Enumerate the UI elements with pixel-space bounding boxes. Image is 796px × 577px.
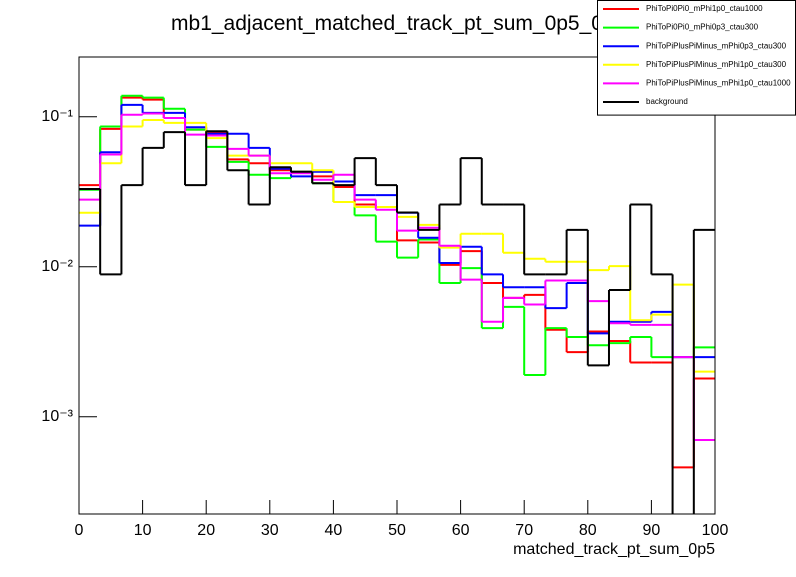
x-tick-label: 10 — [134, 522, 152, 539]
chart-title: mb1_adjacent_matched_track_pt_sum_0p5_0 — [171, 12, 603, 35]
x-tick-label: 60 — [452, 522, 470, 539]
y-tick-label: 10⁻³ — [41, 408, 73, 425]
legend-label: PhiToPiPlusPiMinus_mPhi1p0_ctau1000 — [646, 79, 791, 88]
x-tick-label: 0 — [75, 522, 84, 539]
legend: PhiToPi0Pi0_mPhi1p0_ctau1000 PhiToPi0Pi0_… — [597, 0, 796, 116]
series — [79, 130, 715, 514]
y-tick-label: 10⁻² — [41, 258, 73, 275]
series — [79, 112, 715, 442]
x-tick-label: 50 — [388, 522, 406, 539]
x-tick-label: 100 — [702, 522, 729, 539]
legend-label: PhiToPi0Pi0_mPhi1p0_ctau1000 — [646, 4, 763, 13]
x-tick-label: 90 — [643, 522, 661, 539]
x-tick-label: 80 — [579, 522, 597, 539]
x-axis-label: matched_track_pt_sum_0p5 — [513, 541, 715, 558]
x-tick-label: 20 — [197, 522, 215, 539]
x-tick-label: 40 — [325, 522, 343, 539]
legend-label: PhiToPiPlusPiMinus_mPhi0p3_ctau300 — [646, 41, 787, 50]
x-tick-label: 30 — [261, 522, 279, 539]
legend-label: PhiToPiPlusPiMinus_mPhi1p0_ctau300 — [646, 60, 787, 69]
plot-area — [79, 94, 715, 514]
axes: 0 10 20 30 40 50 60 70 80 90 100 10⁻³ 10⁻² 10⁻¹ — [41, 108, 728, 539]
legend-label: background — [646, 97, 688, 106]
y-tick-label: 10⁻¹ — [41, 108, 73, 125]
legend-label: PhiToPi0Pi0_mPhi0p3_ctau300 — [646, 23, 759, 32]
legend-box — [597, 0, 796, 116]
x-tick-label: 70 — [515, 522, 533, 539]
